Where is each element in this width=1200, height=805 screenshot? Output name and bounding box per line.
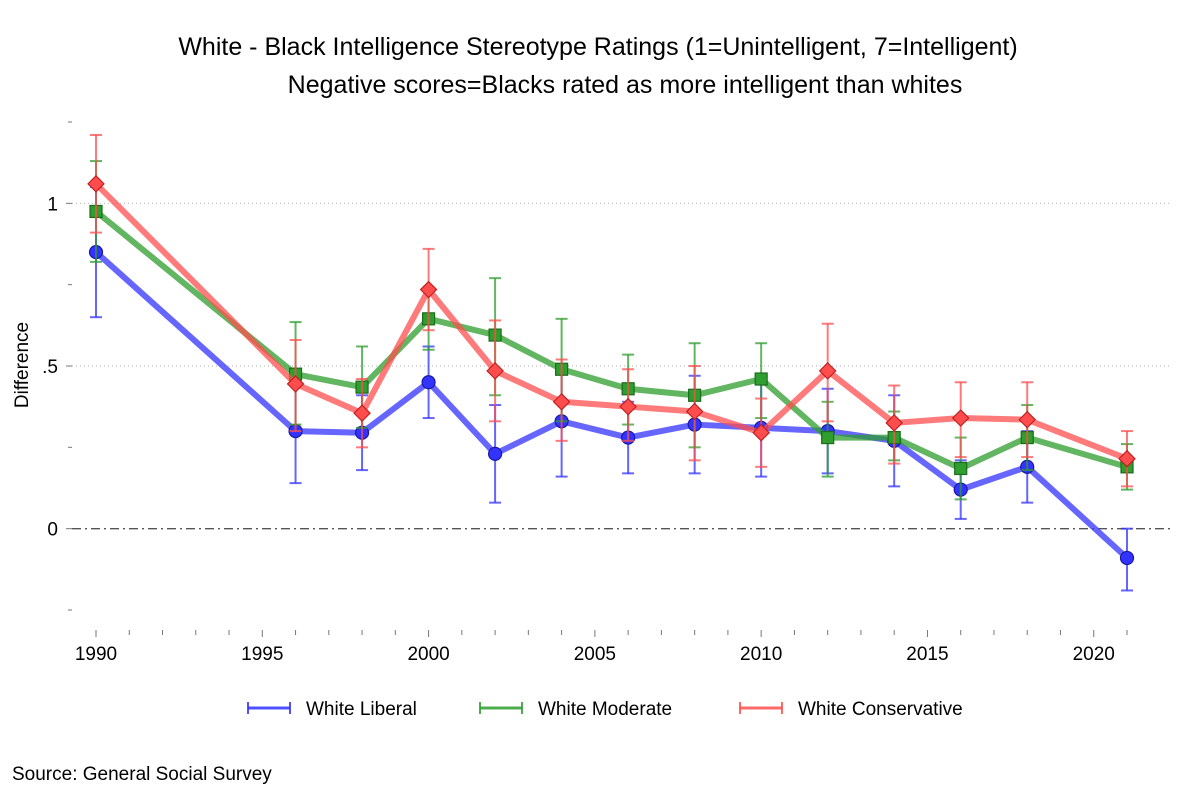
y-axis-label: Difference [12,322,33,408]
legend-label-white-moderate: White Moderate [538,699,672,720]
series-line [93,249,1130,561]
legend-item-white-conservative: White Conservative [739,699,963,720]
series-white-liberal [88,186,1135,592]
series [87,134,1136,592]
y-tick-label: 0 [47,520,58,541]
data-point [752,423,771,442]
data-point [619,397,637,416]
legend-item-white-liberal: White Liberal [247,699,417,720]
x-tick-label: 2000 [407,644,449,665]
x-tick-label: 2010 [740,644,782,665]
legend: White Liberal White Moderate White Conse… [247,699,963,720]
legend-label-white-liberal: White Liberal [306,699,417,720]
data-point [1018,410,1037,429]
x-tick-label: 1990 [75,644,117,665]
series-line [93,180,1130,462]
data-point [954,461,968,476]
data-point [1119,550,1135,566]
source-note: Source: General Social Survey [12,764,272,785]
x-tick-label: 2015 [906,644,948,665]
series-line [93,208,1130,472]
data-point [754,372,768,386]
data-point [486,362,504,380]
data-point [951,409,970,427]
gridlines [72,202,1170,530]
data-point [885,414,904,432]
series-white-conservative [87,134,1136,488]
data-point [353,404,371,423]
data-point [421,375,436,390]
y-tick-label: .5 [42,357,58,378]
data-point [818,362,837,380]
x-tick-label: 2020 [1073,644,1115,665]
chart-subtitle: Negative scores=Blacks rated as more int… [288,71,963,99]
chart-title: White - Black Intelligence Stereotype Ra… [178,33,1017,61]
legend-item-white-moderate: White Moderate [479,699,672,720]
data-point [821,430,835,445]
data-point [419,280,438,299]
x-tick-label: 2005 [574,644,616,665]
data-point [1118,449,1136,468]
data-point [87,174,105,193]
data-point [487,446,503,461]
series-white-moderate [89,160,1134,501]
data-point [685,402,704,421]
data-point [286,375,305,393]
axes: 0 .5 1 1990 1995 2000 2005 2010 2015 2020 [42,121,1128,665]
legend-label-white-conservative: White Conservative [798,699,963,720]
y-tick-label: 1 [47,194,58,215]
data-point [552,392,571,411]
x-tick-label: 1995 [241,644,283,665]
